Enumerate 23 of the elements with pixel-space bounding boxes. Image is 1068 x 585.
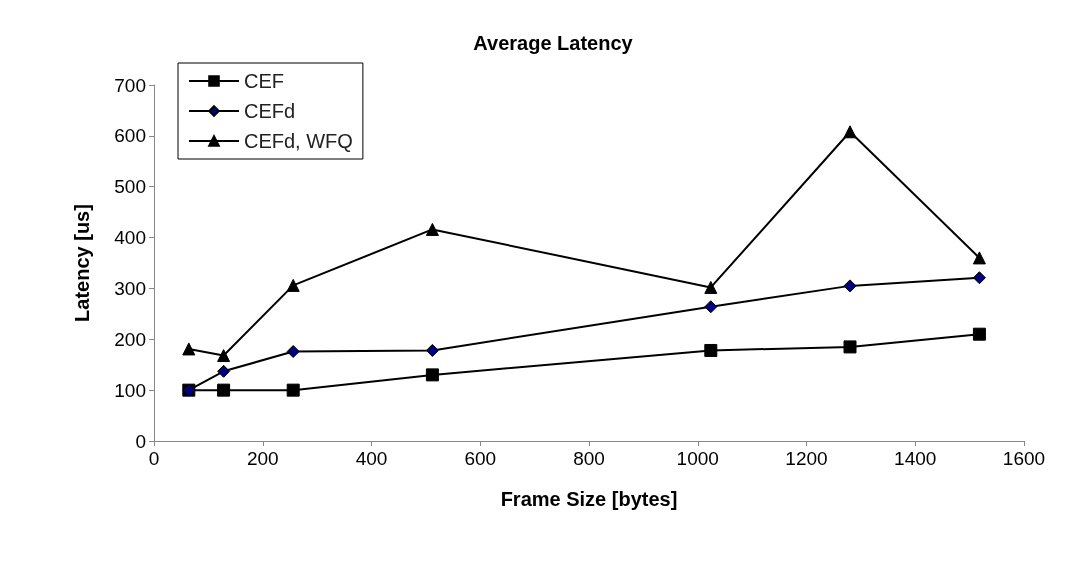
y-axis-title: Latency [us]	[71, 204, 93, 322]
y-tick-label: 600	[114, 125, 146, 147]
y-tick-label: 700	[114, 74, 146, 96]
x-tick-label: 0	[148, 448, 160, 469]
y-tick-label: 400	[114, 227, 146, 249]
y-tick-label: 500	[114, 176, 146, 198]
x-tick-label: 1400	[894, 448, 937, 469]
y-tick-label: 200	[114, 328, 146, 350]
y-tick-label: 300	[114, 277, 146, 299]
x-tick-label: 1000	[676, 448, 719, 469]
x-tick-label: 1200	[785, 448, 828, 469]
x-tick-label: 800	[573, 448, 605, 469]
y-tick-label: 0	[135, 430, 146, 452]
x-tick-label: 400	[355, 448, 388, 469]
x-axis-title: Frame Size [bytes]	[500, 488, 678, 510]
x-tick-label: 200	[246, 448, 279, 469]
legend-label: CEF	[244, 70, 284, 92]
legend-label: CEFd	[244, 100, 296, 122]
chart-title: Average Latency	[473, 32, 634, 54]
y-tick-label: 100	[114, 379, 146, 401]
x-tick-label: 600	[464, 448, 497, 469]
x-tick-label: 1600	[1002, 448, 1046, 469]
legend-label: CEFd, WFQ	[244, 130, 353, 152]
